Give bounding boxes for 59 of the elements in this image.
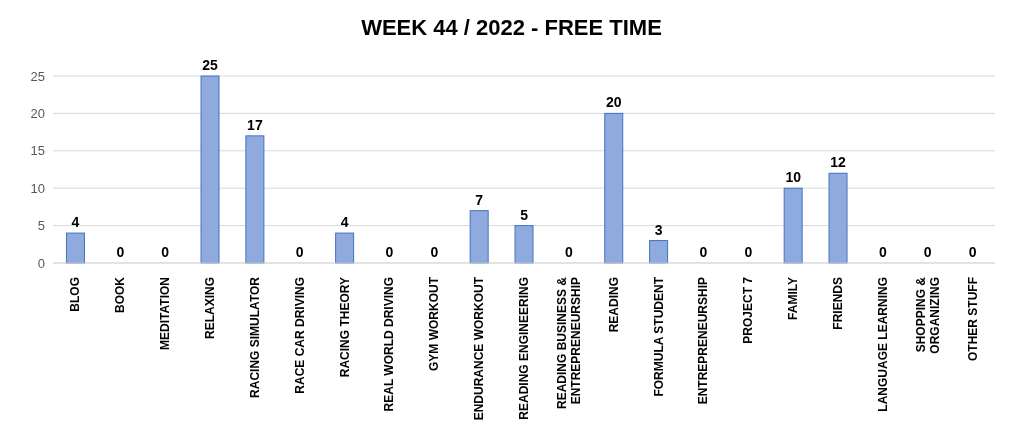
bar: [514, 225, 534, 264]
y-tick-label: 25: [30, 68, 45, 84]
data-label: 0: [564, 244, 573, 260]
bar: [200, 75, 220, 264]
x-tick-label: READING ENGINEERING: [517, 277, 531, 420]
x-tick-label: FORMULA STUDENT: [651, 276, 666, 397]
x-tick-label: RACE CAR DRIVING: [292, 277, 307, 394]
x-tick-label: READING BUSINESS & ENTREPRENEURSHIP: [554, 276, 583, 410]
y-tick-label: 0: [37, 255, 45, 271]
data-label: 10: [785, 169, 802, 186]
x-tick-label: LANGUAGE LEARNING: [875, 277, 890, 412]
data-label: 4: [71, 214, 80, 231]
x-tick-label: BLOG: [68, 277, 83, 312]
data-label: 7: [475, 191, 484, 208]
data-label: 5: [520, 206, 529, 223]
data-label: 0: [430, 244, 439, 260]
data-label: 0: [744, 244, 753, 260]
data-label: 25: [202, 57, 219, 73]
x-tick-label: RELAXING: [203, 277, 217, 340]
x-tick-label: SHOPPING & ORGANIZING: [913, 276, 942, 354]
bar: [245, 135, 265, 264]
x-tick-label: PROJECT 7: [741, 276, 756, 344]
bar: [604, 112, 624, 264]
x-tick-label: FRIENDS: [831, 277, 845, 330]
bar: [783, 187, 803, 264]
x-tick-label: READING: [606, 277, 621, 333]
data-label: 4: [340, 214, 349, 231]
x-tick-label: GYM WORKOUT: [427, 276, 442, 371]
y-tick-label: 20: [30, 106, 45, 122]
bar: [65, 232, 85, 264]
data-label: 0: [968, 244, 977, 260]
bar: [828, 172, 848, 264]
data-label: 17: [247, 116, 263, 133]
data-label: 3: [654, 221, 663, 238]
data-label: 0: [385, 244, 394, 260]
bar: [335, 232, 355, 264]
x-tick-label: RACING THEORY: [337, 277, 352, 378]
x-tick-label: OTHER STUFF: [965, 277, 980, 361]
x-tick-label: ENDURANCE WORKOUT: [472, 276, 487, 421]
data-label: 12: [830, 154, 847, 171]
data-label: 0: [923, 244, 932, 260]
x-tick-label: FAMILY: [786, 277, 801, 320]
x-tick-label: REAL WORLD DRIVING: [382, 277, 397, 412]
data-label: 0: [116, 244, 125, 260]
bar: [649, 240, 669, 264]
data-label: 20: [605, 94, 622, 111]
x-tick-label: BOOK: [113, 276, 128, 313]
y-tick-label: 10: [30, 180, 45, 196]
x-tick-label: MEDITATION: [158, 277, 173, 350]
bar: [469, 210, 489, 264]
y-tick-label: 5: [37, 218, 45, 234]
data-label: 0: [295, 244, 304, 260]
data-label: 0: [699, 244, 708, 260]
chart-title: WEEK 44 / 2022 - FREE TIME: [360, 14, 663, 42]
x-tick-label: ENTREPRENEURSHIP: [696, 277, 711, 405]
x-tick-label: RACING SIMULATOR: [247, 276, 262, 398]
y-tick-label: 15: [30, 143, 45, 159]
data-label: 0: [878, 244, 887, 260]
data-label: 0: [161, 244, 170, 260]
